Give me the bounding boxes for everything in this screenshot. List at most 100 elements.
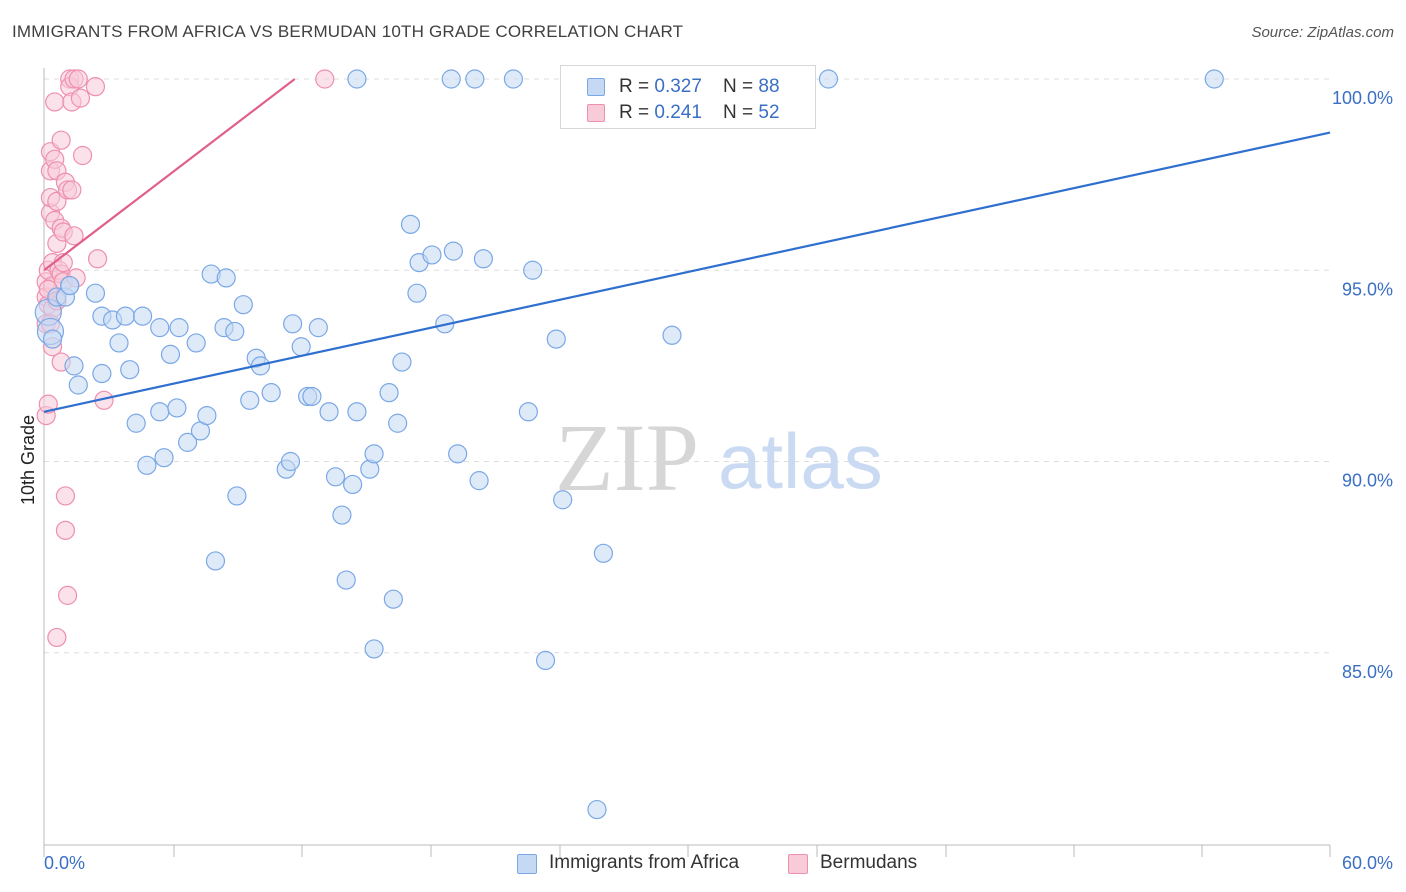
africa-point (473, 249, 493, 269)
bermudans-point (45, 92, 65, 112)
bermudans-point (85, 77, 106, 97)
bermudans-point (315, 69, 335, 89)
africa-point (379, 383, 399, 403)
africa-point (469, 471, 489, 491)
africa-point (280, 451, 301, 472)
legend-n-label: N = (723, 76, 759, 97)
africa-point (1204, 69, 1224, 89)
bermudans-point (55, 486, 76, 506)
legend-r-value: 0.241 (654, 102, 702, 123)
legend: R = 0.327 N = 88 R = 0.241 N = 52 (560, 65, 816, 129)
africa-point (169, 318, 189, 338)
africa-point (523, 260, 543, 280)
x-tick-label: 60.0% (1342, 853, 1393, 873)
y-tick-label: 95.0% (1342, 279, 1393, 299)
africa-point (92, 363, 112, 384)
africa-point (160, 344, 181, 364)
y-tick-label: 100.0% (1332, 88, 1393, 108)
africa-point (225, 321, 245, 342)
africa-point (347, 402, 367, 422)
africa-point (150, 402, 170, 422)
africa-point (167, 398, 187, 418)
africa-point (120, 360, 140, 380)
africa-point (535, 650, 556, 671)
africa-point (388, 413, 408, 433)
africa-trend-line (43, 131, 1331, 413)
africa-point (587, 799, 607, 820)
africa-point (553, 490, 573, 510)
bottom-legend-label-bermudans: Bermudans (820, 852, 918, 873)
africa-point (261, 383, 281, 403)
africa-point (319, 402, 339, 422)
bermudans-point (72, 145, 93, 166)
africa-point (407, 283, 427, 303)
bermudans-point (38, 394, 58, 414)
chart-title: IMMIGRANTS FROM AFRICA VS BERMUDAN 10TH … (12, 22, 684, 41)
africa-point (150, 318, 170, 338)
y-axis-label: 10th Grade (18, 415, 38, 505)
africa-point (154, 448, 174, 468)
africa-point (422, 245, 442, 265)
watermark-atlas: atlas (718, 417, 883, 505)
bermudans-point (87, 249, 108, 269)
africa-point (137, 455, 157, 475)
africa-point (42, 329, 63, 349)
africa-point (227, 486, 247, 506)
legend-r-value: 0.327 (654, 76, 702, 97)
bermudans-point (70, 88, 91, 108)
y-tick-label: 85.0% (1342, 662, 1393, 682)
legend-n-value: 52 (758, 102, 780, 123)
legend-n-value: 88 (758, 76, 780, 97)
africa-point (291, 337, 311, 357)
y-tick-label: 90.0% (1342, 471, 1393, 491)
africa-point (68, 375, 88, 395)
africa-point (332, 505, 352, 525)
africa-point (85, 283, 106, 303)
africa-point (205, 551, 226, 571)
africa-point (109, 333, 129, 353)
africa-point (465, 69, 485, 89)
africa-point (546, 329, 566, 349)
bermudans-point (55, 520, 76, 540)
bermudans-point (47, 627, 67, 648)
africa-point (233, 295, 253, 315)
legend-r-label: R = (619, 76, 655, 97)
africa-point (308, 318, 328, 338)
africa-point (186, 333, 206, 353)
x-tick-label: 0.0% (44, 853, 85, 873)
africa-point (240, 390, 260, 410)
africa-point (593, 543, 614, 563)
africa-point (126, 413, 146, 433)
africa-point (364, 639, 384, 659)
bermudans-trend-line (43, 78, 296, 272)
trend-lines (43, 78, 1331, 413)
legend-n-label: N = (723, 102, 759, 123)
legend-swatch-pink (587, 104, 605, 122)
africa-point (503, 69, 523, 89)
bottom-legend-swatch-pink (788, 854, 808, 874)
africa-point (347, 69, 367, 89)
axes (43, 68, 1331, 857)
africa-point (392, 352, 412, 372)
africa-point (197, 406, 217, 426)
africa-point (443, 241, 463, 261)
africa-point (302, 386, 322, 407)
legend-swatch-blue (587, 78, 605, 96)
bermudans-point (51, 130, 71, 150)
africa-point (60, 275, 80, 296)
africa-point (441, 69, 461, 89)
africa-point (216, 268, 236, 288)
africa-point (400, 214, 421, 234)
africa-point (518, 402, 538, 422)
africa-point (283, 314, 303, 334)
africa-point (325, 467, 346, 487)
africa-point (818, 69, 839, 89)
legend-r-label: R = (619, 102, 655, 123)
africa-point (364, 444, 384, 464)
source-label: Source: ZipAtlas.com (1251, 24, 1394, 41)
bermudans-point (57, 585, 78, 605)
africa-point (132, 306, 153, 326)
bermudans-point (62, 180, 82, 200)
bottom-legend-swatch-blue (517, 854, 537, 874)
